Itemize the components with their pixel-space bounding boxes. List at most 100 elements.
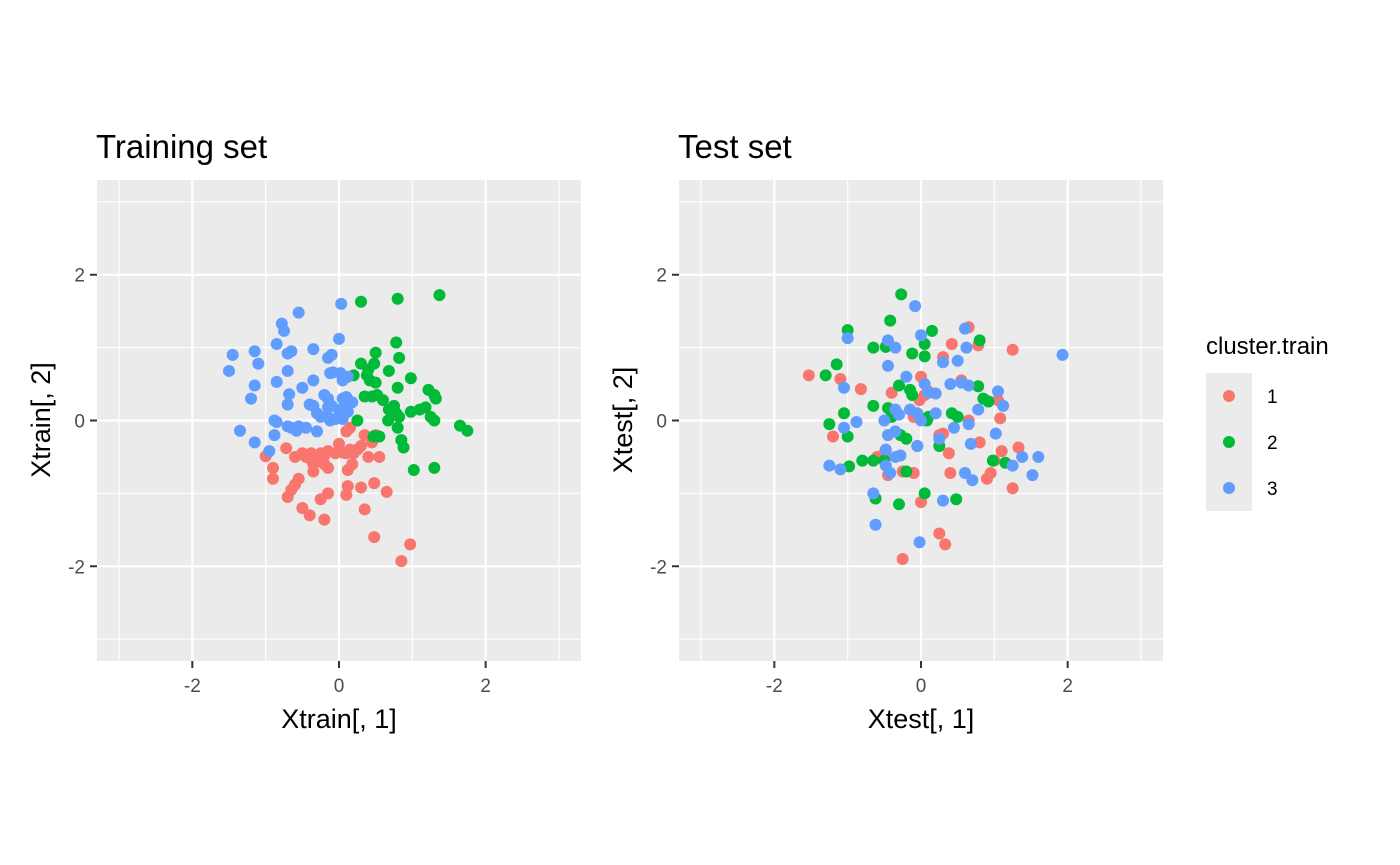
- point-cluster-1: [827, 430, 839, 443]
- point-cluster-2: [419, 401, 432, 414]
- point-cluster-3: [322, 351, 334, 364]
- point-cluster-2: [893, 498, 905, 511]
- point-cluster-3: [962, 418, 975, 431]
- point-cluster-3: [997, 399, 1010, 412]
- x-axis-ticks: -2 0 2: [766, 661, 1073, 697]
- point-cluster-2: [391, 381, 404, 394]
- point-cluster-3: [882, 334, 894, 347]
- point-cluster-2: [393, 351, 406, 364]
- point-cluster-1: [944, 466, 957, 479]
- point-cluster-3: [341, 405, 354, 418]
- point-cluster-3: [263, 445, 276, 458]
- point-cluster-3: [283, 388, 296, 401]
- legend-title: cluster.train: [1206, 333, 1329, 360]
- point-cluster-1: [854, 383, 867, 396]
- y-tick-label: 0: [74, 412, 85, 433]
- y-tick-label: -2: [68, 557, 85, 578]
- point-cluster-1: [346, 458, 359, 471]
- point-cluster-1: [303, 509, 316, 522]
- point-cluster-3: [992, 385, 1004, 398]
- point-cluster-2: [906, 388, 919, 401]
- point-cluster-3: [915, 329, 927, 342]
- point-cluster-1: [373, 450, 386, 463]
- point-cluster-2: [393, 410, 406, 423]
- point-cluster-3: [1032, 450, 1045, 463]
- legend-label: 2: [1267, 433, 1278, 454]
- point-cluster-3: [248, 345, 261, 358]
- point-cluster-2: [918, 487, 931, 500]
- point-cluster-2: [838, 407, 850, 420]
- point-cluster-2: [867, 454, 880, 467]
- point-cluster-3: [248, 436, 261, 449]
- x-tick-label: 0: [916, 676, 927, 697]
- point-cluster-2: [823, 418, 836, 431]
- point-cluster-3: [850, 415, 863, 428]
- point-cluster-3: [336, 374, 349, 387]
- point-cluster-2: [390, 336, 403, 349]
- point-cluster-3: [962, 379, 975, 392]
- point-cluster-2: [382, 414, 395, 427]
- point-cluster-3: [307, 374, 320, 387]
- point-cluster-1: [896, 552, 909, 565]
- y-axis-ticks: -2 0 2: [650, 266, 679, 578]
- point-cluster-3: [300, 421, 312, 434]
- point-cluster-3: [867, 487, 880, 500]
- point-cluster-2: [986, 454, 999, 467]
- point-cluster-3: [292, 306, 305, 319]
- data-points: [223, 289, 474, 568]
- point-cluster-3: [311, 425, 323, 438]
- point-cluster-3: [948, 421, 960, 434]
- point-cluster-3: [333, 332, 345, 345]
- legend-items: 1 2 3: [1223, 387, 1278, 500]
- point-cluster-3: [884, 466, 897, 479]
- point-cluster-1: [344, 421, 356, 434]
- point-cluster-1: [395, 555, 408, 568]
- point-cluster-1: [945, 337, 958, 350]
- point-cluster-2: [884, 314, 897, 327]
- point-cluster-2: [377, 394, 389, 407]
- point-cluster-1: [933, 527, 946, 540]
- point-cluster-3: [346, 396, 359, 409]
- point-cluster-3: [909, 300, 922, 313]
- point-cluster-1: [280, 442, 293, 455]
- x-axis-title: Xtrain[, 1]: [281, 704, 397, 734]
- point-cluster-2: [900, 465, 913, 478]
- point-cluster-3: [869, 518, 882, 531]
- point-cluster-2: [867, 341, 880, 354]
- point-cluster-3: [972, 403, 985, 416]
- point-cluster-3: [900, 370, 913, 383]
- point-cluster-3: [223, 364, 235, 377]
- point-cluster-1: [362, 450, 375, 463]
- point-cluster-3: [959, 466, 971, 479]
- point-cluster-3: [911, 440, 924, 453]
- point-cluster-2: [461, 424, 474, 437]
- point-cluster-3: [834, 463, 847, 476]
- legend-key-3: [1223, 482, 1235, 494]
- point-cluster-3: [270, 375, 283, 388]
- point-cluster-1: [994, 412, 1007, 425]
- y-axis-title: Xtest[, 2]: [608, 367, 638, 474]
- point-cluster-2: [351, 414, 364, 427]
- x-tick-label: 2: [480, 676, 491, 697]
- point-cluster-3: [841, 332, 854, 345]
- point-cluster-3: [929, 407, 942, 420]
- panel-title: Training set: [96, 128, 267, 165]
- point-cluster-2: [429, 392, 442, 405]
- y-tick-label: 2: [656, 266, 667, 287]
- point-cluster-2: [895, 288, 908, 301]
- point-cluster-3: [989, 427, 1002, 440]
- point-cluster-3: [915, 414, 927, 427]
- point-cluster-2: [428, 414, 441, 427]
- point-cluster-3: [290, 424, 303, 437]
- point-cluster-3: [913, 536, 926, 549]
- point-cluster-3: [929, 387, 942, 400]
- point-cluster-3: [324, 414, 337, 427]
- point-cluster-3: [966, 474, 979, 487]
- point-cluster-2: [433, 289, 446, 302]
- point-cluster-2: [856, 454, 869, 467]
- point-cluster-1: [355, 440, 367, 453]
- point-cluster-2: [830, 358, 843, 371]
- point-cluster-3: [278, 324, 290, 337]
- point-cluster-1: [267, 461, 279, 474]
